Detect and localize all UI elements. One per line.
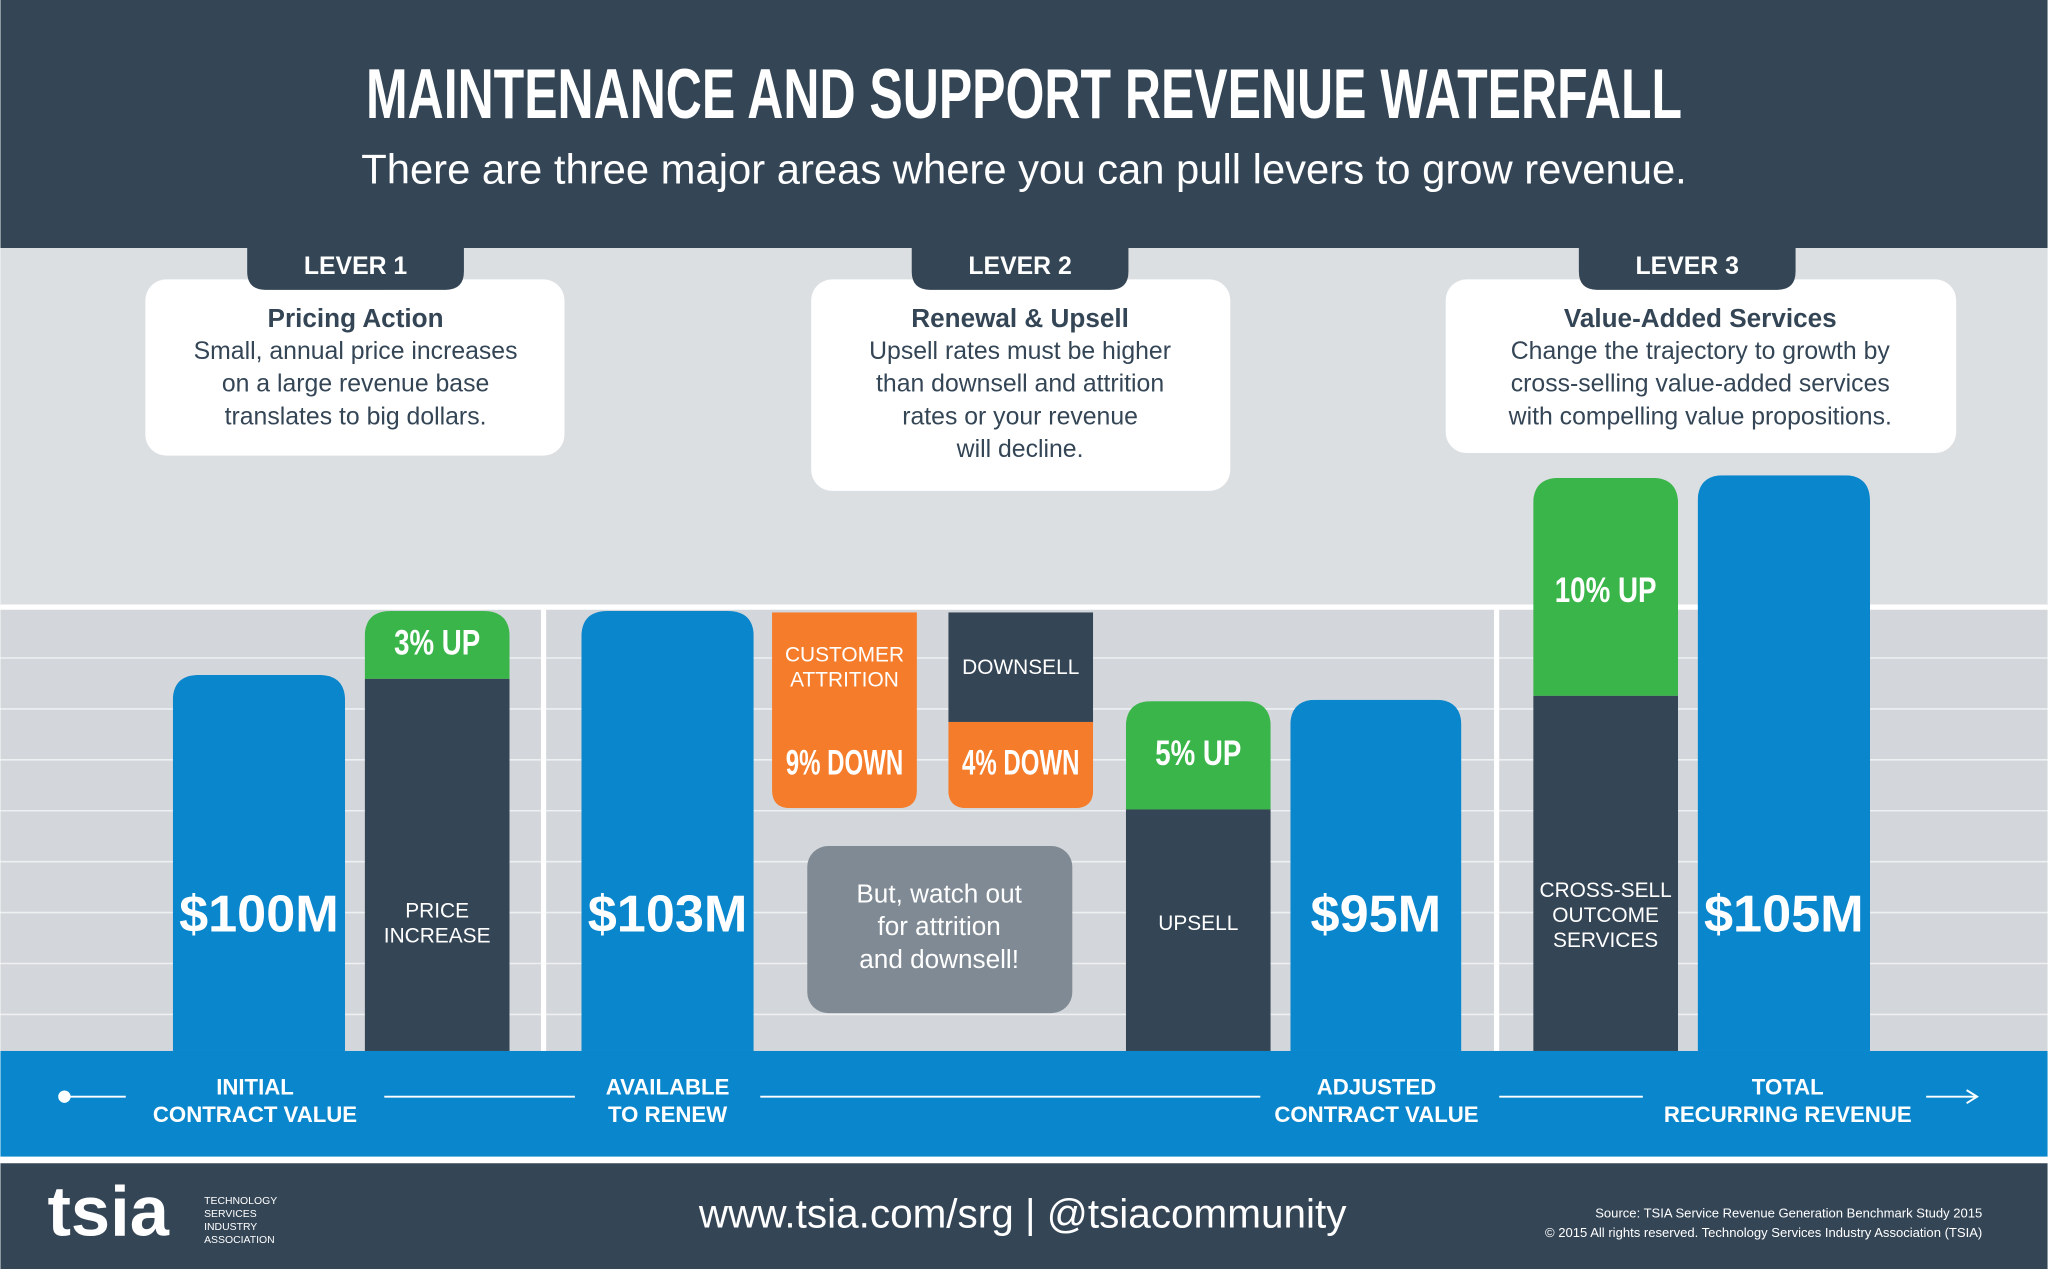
bar-segment: [1125, 701, 1271, 810]
bar-label: CUSTOMER: [785, 644, 904, 667]
logo-text: TECHNOLOGY: [204, 1196, 277, 1207]
callout-line: for attrition: [877, 911, 1000, 941]
bar-value: $103M: [588, 886, 748, 944]
bar-label: UPSELL: [1158, 912, 1238, 935]
stage-label: TOTAL: [1752, 1075, 1824, 1100]
lever-tab: [1578, 248, 1796, 290]
stage-line: [58, 1089, 1979, 1105]
lever-body: Upsell rates must be higher: [869, 338, 1171, 365]
source: Source: TSIA Service Revenue Generation …: [1595, 1206, 1982, 1221]
lever-tab: [247, 248, 464, 290]
lever-body: will decline.: [956, 436, 1084, 463]
stage-label: AVAILABLE: [606, 1075, 730, 1100]
bar-segment: [364, 678, 510, 1051]
footer-links: www.tsia.com/srg | @tsiacommunity: [698, 1190, 1347, 1236]
stage-label: INITIAL: [216, 1075, 294, 1100]
bar-label: INCREASE: [384, 924, 491, 947]
stage-label: RECURRING REVENUE: [1664, 1102, 1912, 1127]
callout-line: and downsell!: [859, 944, 1019, 974]
lever-card: [811, 279, 1231, 491]
title: MAINTENANCE AND SUPPORT REVENUE WATERFAL…: [366, 54, 1682, 133]
lever-body: Small, annual price increases: [194, 338, 518, 365]
bar-change: 4% DOWN: [962, 743, 1080, 782]
lever-body: translates to big dollars.: [225, 403, 487, 430]
logo-text: ASSOCIATION: [204, 1235, 275, 1246]
stage-label: CONTRACT VALUE: [1274, 1102, 1478, 1127]
bar-change: 9% DOWN: [786, 743, 904, 782]
bar-value: $105M: [1704, 886, 1864, 944]
lever-heading: Renewal & Upsell: [911, 303, 1129, 333]
callout-line: But, watch out: [856, 879, 1022, 909]
lever-tag: LEVER 3: [1636, 253, 1739, 280]
bar-segment: [1533, 695, 1679, 1051]
bar-segment: [772, 612, 917, 809]
bar-label: ATTRITION: [790, 668, 899, 691]
lever-tag: LEVER 1: [304, 253, 408, 280]
stage-arrow: [1966, 1089, 1979, 1105]
bar-value: $95M: [1311, 886, 1442, 944]
callout-box: [807, 846, 1073, 1014]
bar-segment: [1697, 475, 1870, 1051]
bar-segment: [172, 674, 346, 1051]
bar-segment: [1125, 809, 1271, 1051]
footer-bg: [0, 1163, 2048, 1269]
bar-segment: [948, 721, 1094, 809]
bar-change: 10% UP: [1555, 571, 1657, 610]
bar-segment: [581, 611, 754, 1051]
bar-change: 5% UP: [1155, 734, 1241, 773]
bar-label: PRICE: [405, 899, 469, 922]
lever-body: cross-selling value-added services: [1511, 371, 1890, 398]
lever-body: rates or your revenue: [902, 403, 1138, 430]
logo-text: INDUSTRY: [204, 1222, 257, 1233]
bar-change: 3% UP: [394, 623, 480, 662]
lever-card: [1445, 279, 1957, 454]
bar-label: CROSS-SELL: [1539, 879, 1671, 902]
bar-label: SERVICES: [1553, 929, 1658, 952]
levers: LEVER 1 Pricing Action Small, annual price…: [145, 248, 1957, 491]
bar-value: $100M: [179, 886, 339, 944]
bar-segment: [364, 611, 510, 679]
bar-segment: [948, 612, 1094, 722]
header-bg: [0, 0, 2048, 249]
band-divider: [0, 1156, 2048, 1164]
lever-tag: LEVER 2: [968, 253, 1071, 280]
bar-segment: [1290, 699, 1462, 1051]
lever-card: [145, 279, 565, 456]
lever-heading: Pricing Action: [268, 303, 444, 333]
lever-body: with compelling value propositions.: [1508, 403, 1892, 430]
logo-text: SERVICES: [204, 1209, 257, 1220]
subtitle: There are three major areas where you ca…: [361, 145, 1687, 192]
stage-label: ADJUSTED: [1317, 1075, 1437, 1100]
bar-label: OUTCOME: [1552, 904, 1659, 927]
lever-heading: Value-Added Services: [1564, 303, 1837, 333]
bar-segment: [1533, 477, 1679, 696]
lever-body: than downsell and attrition: [876, 371, 1164, 398]
lever-tab: [911, 248, 1129, 290]
lever-body: on a large revenue base: [222, 371, 489, 398]
bar-label: DOWNSELL: [962, 656, 1079, 679]
logo: tsia: [47, 1171, 169, 1250]
stage-label: TO RENEW: [608, 1102, 727, 1127]
stage-label: CONTRACT VALUE: [153, 1102, 357, 1127]
copyright: © 2015 All rights reserved. Technology S…: [1545, 1225, 1982, 1240]
lever-body: Change the trajectory to growth by: [1511, 338, 1891, 365]
stage-band: [0, 1050, 2048, 1157]
